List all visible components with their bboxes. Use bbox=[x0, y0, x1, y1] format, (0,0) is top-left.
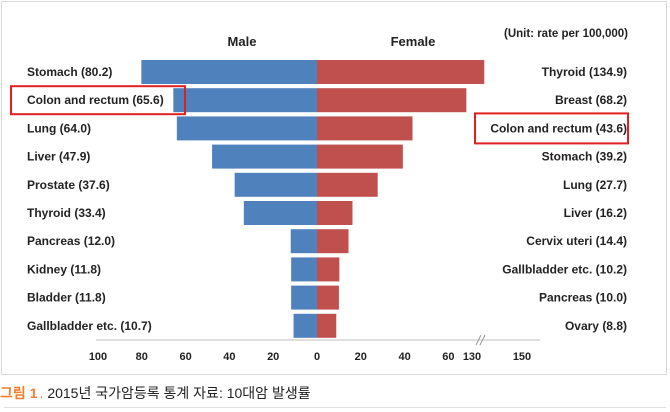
male-bar bbox=[176, 116, 317, 141]
female-bar-label: Breast (68.2) bbox=[555, 93, 627, 107]
highlight-box-male bbox=[10, 85, 186, 116]
male-bar-label: Lung (64.0) bbox=[27, 121, 91, 135]
female-header: Female bbox=[391, 34, 436, 49]
female-bar bbox=[317, 144, 403, 169]
x-tick-label: 0 bbox=[314, 351, 320, 363]
x-tick-label: 100 bbox=[89, 351, 107, 363]
x-tick-label: 40 bbox=[223, 351, 235, 363]
male-header: Male bbox=[228, 34, 257, 49]
x-tick-label: 80 bbox=[136, 351, 148, 363]
male-bar bbox=[173, 88, 317, 113]
male-bar-label: Stomach (80.2) bbox=[27, 65, 112, 79]
male-bar-label: Bladder (11.8) bbox=[27, 291, 106, 305]
female-bar-label: Cervix uteri (14.4) bbox=[526, 234, 627, 248]
female-bar-label: Lung (27.7) bbox=[563, 178, 627, 192]
caption-separator: . bbox=[39, 385, 44, 401]
male-bar bbox=[243, 201, 317, 225]
population-pyramid-chart: Male Female (Unit: rate per 100,000) Stomac… bbox=[10, 28, 629, 363]
axis-break-mark bbox=[479, 334, 486, 346]
female-bar-label: Liver (16.2) bbox=[564, 206, 627, 220]
male-bar bbox=[291, 285, 317, 310]
male-bar-label: Thyroid (33.4) bbox=[27, 206, 106, 220]
female-bar bbox=[317, 172, 378, 197]
x-tick-label: 130 bbox=[463, 351, 481, 363]
female-bar-label: Colon and rectum (43.6) bbox=[490, 121, 627, 135]
female-bar-label: Stomach (39.2) bbox=[542, 150, 627, 164]
unit-note: (Unit: rate per 100,000) bbox=[504, 28, 628, 40]
female-bar-label: Pancreas (10.0) bbox=[539, 291, 627, 305]
female-bar bbox=[317, 229, 349, 254]
highlight-box-female bbox=[474, 112, 629, 145]
figure-caption: 그림 1. 2015년 국가암등록 통계 자료: 10대암 발생률 bbox=[0, 383, 670, 407]
female-bar bbox=[317, 313, 337, 338]
female-bar-label: Gallbladder etc. (10.2) bbox=[502, 262, 627, 276]
male-bar bbox=[291, 257, 317, 282]
female-bar-label: Thyroid (134.9) bbox=[542, 65, 627, 79]
male-bar-label: Prostate (37.6) bbox=[27, 178, 110, 192]
x-tick-label: 150 bbox=[513, 351, 531, 363]
male-bar bbox=[290, 229, 317, 254]
male-bar-label: Colon and rectum (65.6) bbox=[27, 93, 164, 107]
caption-rule bbox=[4, 407, 666, 408]
male-bar-label: Gallbladder etc. (10.7) bbox=[27, 319, 152, 333]
x-tick-label: 40 bbox=[398, 351, 410, 363]
axis-break-mark bbox=[475, 334, 482, 346]
male-bar-label: Kidney (11.8) bbox=[27, 262, 101, 276]
female-bar bbox=[317, 88, 467, 113]
female-bar bbox=[317, 201, 353, 225]
male-bar bbox=[234, 172, 317, 197]
x-tick-label: 60 bbox=[179, 351, 191, 363]
caption-label: 그림 1 bbox=[0, 385, 38, 401]
x-tick-label: 60 bbox=[442, 351, 454, 363]
female-bar bbox=[317, 257, 340, 282]
caption-text: 2015년 국가암등록 통계 자료: 10대암 발생률 bbox=[47, 385, 311, 401]
male-bar bbox=[212, 144, 317, 169]
x-tick-label: 20 bbox=[267, 351, 279, 363]
female-bar bbox=[317, 60, 485, 84]
female-bar bbox=[317, 116, 413, 141]
male-bar bbox=[141, 60, 317, 84]
male-bar-label: Liver (47.9) bbox=[27, 150, 90, 164]
female-bar bbox=[317, 285, 339, 310]
x-tick-label: 20 bbox=[355, 351, 367, 363]
male-bar-label: Pancreas (12.0) bbox=[27, 234, 115, 248]
female-bar-label: Ovary (8.8) bbox=[565, 319, 627, 333]
male-bar bbox=[293, 313, 317, 338]
